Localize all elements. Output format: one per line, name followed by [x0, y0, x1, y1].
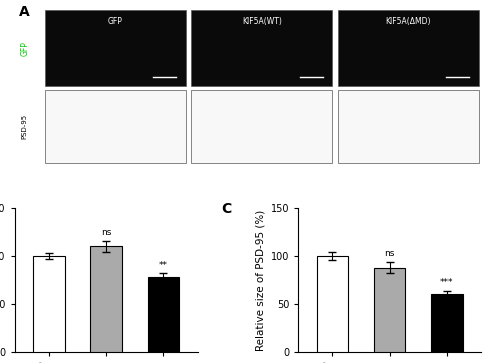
Text: **: **: [159, 261, 168, 269]
Bar: [191, 10, 332, 86]
Text: A: A: [19, 5, 30, 19]
Text: GFP: GFP: [108, 17, 123, 26]
Y-axis label: Relative size of PSD-95 (%): Relative size of PSD-95 (%): [255, 209, 265, 351]
Bar: [191, 90, 332, 163]
Bar: [374, 268, 405, 352]
Bar: [338, 10, 479, 86]
Bar: [148, 277, 179, 352]
Bar: [45, 90, 186, 163]
Bar: [317, 256, 348, 352]
Bar: [431, 294, 463, 352]
Text: ns: ns: [101, 228, 111, 237]
Text: GFP: GFP: [20, 41, 29, 56]
Text: ***: ***: [440, 278, 453, 287]
Text: PSD-95: PSD-95: [22, 114, 28, 139]
Text: ns: ns: [384, 249, 395, 258]
Text: KIF5A(WT): KIF5A(WT): [242, 17, 282, 26]
Bar: [33, 256, 65, 352]
Bar: [45, 10, 186, 86]
Bar: [338, 90, 479, 163]
Bar: [90, 246, 122, 352]
Text: C: C: [221, 202, 232, 216]
Text: KIF5A(ΔMD): KIF5A(ΔMD): [385, 17, 431, 26]
